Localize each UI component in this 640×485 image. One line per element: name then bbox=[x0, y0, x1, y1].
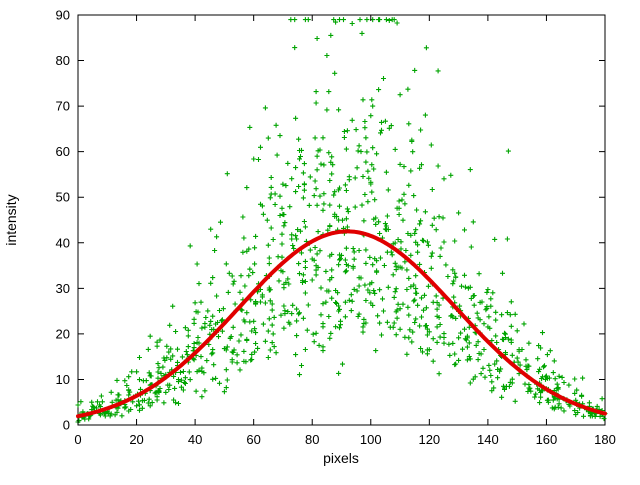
y-tick-label: 60 bbox=[56, 144, 70, 159]
y-tick-label: 90 bbox=[56, 8, 70, 23]
y-tick-label: 30 bbox=[56, 281, 70, 296]
x-tick-label: 80 bbox=[305, 432, 319, 447]
x-tick-label: 180 bbox=[594, 432, 616, 447]
y-tick-label: 20 bbox=[56, 326, 70, 341]
tick-marks bbox=[77, 14, 606, 426]
fit-curve bbox=[76, 229, 607, 419]
y-tick-label: 70 bbox=[56, 99, 70, 114]
x-tick-label: 20 bbox=[129, 432, 143, 447]
scatter-points bbox=[75, 17, 608, 425]
y-tick-label: 40 bbox=[56, 235, 70, 250]
y-tick-label: 50 bbox=[56, 190, 70, 205]
x-tick-label: 120 bbox=[418, 432, 440, 447]
y-axis-label: intensity bbox=[3, 194, 19, 245]
x-tick-label: 60 bbox=[246, 432, 260, 447]
x-tick-label: 0 bbox=[74, 432, 81, 447]
x-tick-label: 160 bbox=[536, 432, 558, 447]
y-tick-label: 10 bbox=[56, 372, 70, 387]
plot-border bbox=[77, 14, 606, 426]
x-tick-label: 40 bbox=[188, 432, 202, 447]
x-axis-label: pixels bbox=[323, 450, 359, 466]
x-tick-label: 100 bbox=[360, 432, 382, 447]
y-tick-label: 0 bbox=[63, 418, 70, 433]
x-tick-label: 140 bbox=[477, 432, 499, 447]
axis-ticks bbox=[77, 14, 606, 426]
y-tick-label: 80 bbox=[56, 53, 70, 68]
axis-tick-labels: 0 20 40 60 80 100 120 140 160 180 0 10 20 30 40 50 60 70 8… bbox=[56, 8, 616, 448]
